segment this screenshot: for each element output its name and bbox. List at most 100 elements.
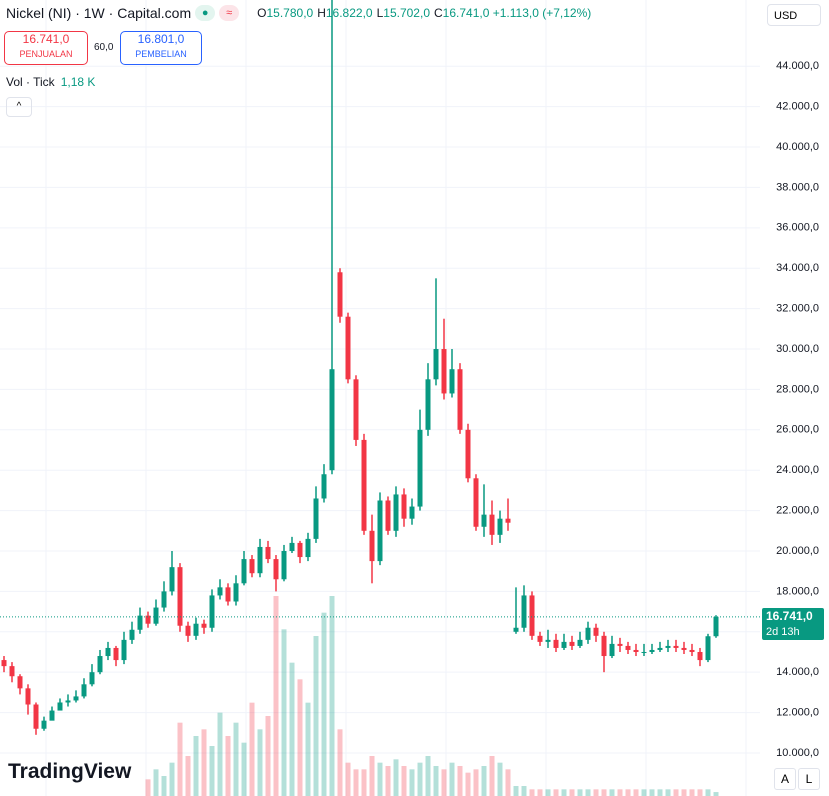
sell-price: 16.741,0 [22,32,70,46]
volume-bar [257,729,263,796]
symbol-title[interactable]: Nickel (NI) · 1W · Capital.com [6,5,192,21]
candle-body [361,439,367,531]
candle-body [505,518,511,523]
candle-body [81,684,87,697]
candle-body [281,550,287,580]
volume-bar [665,789,671,796]
logo[interactable]: TradingView [8,760,132,783]
candle-body [49,710,55,721]
volume-bar [297,679,303,796]
candle-body [225,587,231,602]
volume-bar [393,759,399,796]
candle-body [449,369,455,394]
volume-bar [409,769,415,796]
status-icon: ≈ [219,5,240,21]
volume-bar [521,786,527,796]
volume-bar [361,769,367,796]
candle-body [585,627,591,640]
candle-body [289,542,295,551]
candle-body [17,676,23,689]
volume-bar [633,789,639,796]
volume-bar [441,769,447,796]
volume-bar [673,789,679,796]
volume-bar [457,766,463,796]
candle-body [1,660,7,667]
volume-bar [505,769,511,796]
candle-body [137,615,143,630]
volume-bar [185,756,191,796]
header: Nickel (NI) · 1W · Capital.com ● ≈ O15.7… [6,5,591,21]
volume-bar [465,772,471,796]
volume-bar [385,766,391,796]
candle-body [457,369,463,430]
volume-bar [425,756,431,796]
y-tick-label: 20.000,0 [776,545,819,557]
volume-bar [201,729,207,796]
candle-body [201,623,207,628]
candle-body [305,538,311,558]
candle-body [33,704,39,729]
candle-body [497,518,503,535]
candle-body [481,514,487,527]
volume-bar [657,789,663,796]
candle-body [121,639,127,661]
volume-bar [569,789,575,796]
candle-body [105,647,111,657]
candle-body [537,635,543,642]
candle-body [609,643,615,657]
y-tick-label: 38.000,0 [776,181,819,193]
candle-body [73,696,79,701]
volume-bar [337,729,343,796]
volume-bar [513,786,519,796]
volume-bar [433,766,439,796]
volume-bar [217,712,223,796]
volume-bar [417,762,423,796]
y-tick-label: 14.000,0 [776,666,819,678]
candle-body [385,500,391,531]
candle-body [649,649,655,652]
volume-bar [209,746,215,796]
volume-bar [193,736,199,796]
volume-bar [713,792,719,796]
candle-body [625,645,631,650]
volume-label: Vol · Tick [6,75,55,89]
candle-body [185,625,191,636]
volume-bar [233,722,239,796]
candle-body [529,595,535,636]
value: 16.741,0 [442,6,490,20]
candle-body [313,498,319,539]
volume-bar [145,779,151,796]
volume-bar [353,769,359,796]
candle-body [369,530,375,562]
volume-bar [585,789,591,796]
candle-body [689,649,695,652]
label: L [376,6,384,20]
volume-bar [321,612,327,796]
value: 16.822,0 [325,6,373,20]
candle-body [177,567,183,626]
y-tick-label: 30.000,0 [776,343,819,355]
collapse-button[interactable]: ^ [6,97,32,117]
candle-body [657,647,663,650]
countdown: 2d 13h [766,626,800,638]
log-button[interactable]: L [798,768,820,790]
candle-body [593,627,599,636]
volume-bar [705,789,711,796]
candle-body [89,672,95,685]
volume-bar [497,762,503,796]
y-tick-label: 26.000,0 [776,424,819,436]
auto-button[interactable]: A [774,768,796,790]
volume-bar [153,769,159,796]
volume-bar [481,766,487,796]
y-tick-label: 32.000,0 [776,303,819,315]
candle-body [329,369,335,471]
label: O [257,6,267,20]
volume-bar [401,766,407,796]
candle-body [401,494,407,519]
candle-body [705,636,711,661]
currency-button[interactable]: USD [767,4,821,26]
buy-button[interactable]: 16.801,0 PEMBELIAN [120,31,202,65]
sell-button[interactable]: 16.741,0 PENJUALAN [4,31,88,65]
volume-bar [593,789,599,796]
